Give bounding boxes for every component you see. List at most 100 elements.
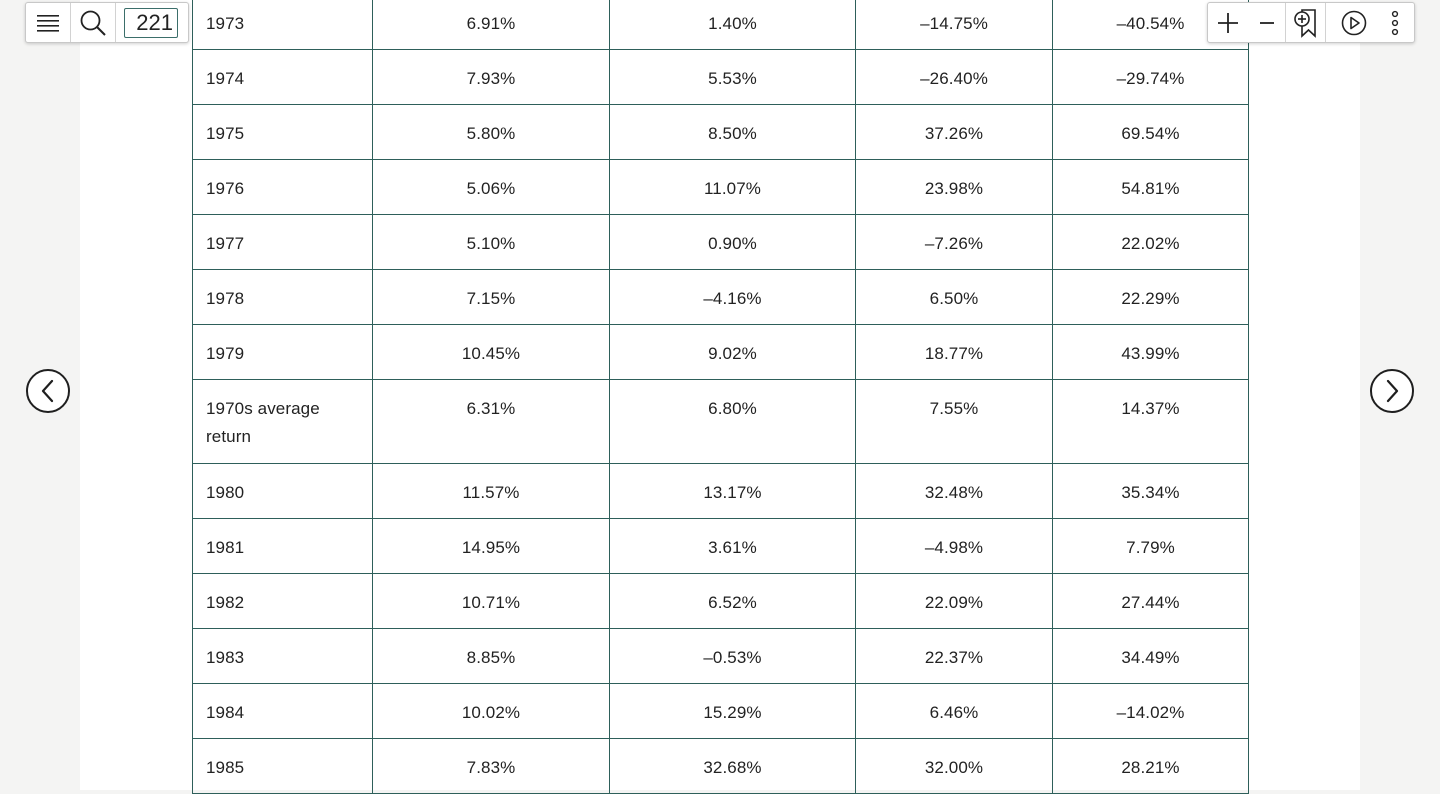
year-cell: 1985 bbox=[192, 738, 373, 794]
plus-icon bbox=[1218, 12, 1238, 33]
play-circle-icon bbox=[1341, 10, 1367, 35]
value-cell: 8.50% bbox=[609, 104, 856, 160]
value-cell: 7.79% bbox=[1052, 518, 1249, 574]
value-cell: 37.26% bbox=[855, 104, 1053, 160]
value-cell: 7.15% bbox=[372, 269, 610, 325]
value-cell: –4.98% bbox=[855, 518, 1053, 574]
value-cell: –29.74% bbox=[1052, 49, 1249, 105]
table-row: 1981 14.95% 3.61% –4.98% 7.79% bbox=[192, 518, 1249, 574]
year-cell: 1977 bbox=[192, 214, 373, 270]
value-cell: 10.71% bbox=[372, 573, 610, 629]
hamburger-menu-icon bbox=[37, 14, 59, 32]
table-row: 1975 5.80% 8.50% 37.26% 69.54% bbox=[192, 104, 1249, 160]
table-row: 1977 5.10% 0.90% –7.26% 22.02% bbox=[192, 214, 1249, 270]
document-page: 1973 6.91% 1.40% –14.75% –40.54% 1974 7.… bbox=[80, 0, 1360, 794]
table-row: 1974 7.93% 5.53% –26.40% –29.74% bbox=[192, 49, 1249, 105]
value-cell: 5.80% bbox=[372, 104, 610, 160]
value-cell: 23.98% bbox=[855, 159, 1053, 215]
more-options-button[interactable] bbox=[1382, 3, 1408, 42]
table-row: 1983 8.85% –0.53% 22.37% 34.49% bbox=[192, 628, 1249, 684]
table-row: 1978 7.15% –4.16% 6.50% 22.29% bbox=[192, 269, 1249, 325]
year-cell: 1979 bbox=[192, 324, 373, 380]
chevron-right-circle-icon bbox=[1386, 379, 1399, 403]
year-cell: 1970s average return bbox=[192, 379, 373, 464]
value-cell: 11.57% bbox=[372, 463, 610, 519]
value-cell: 35.34% bbox=[1052, 463, 1249, 519]
value-cell: 54.81% bbox=[1052, 159, 1249, 215]
value-cell: –7.26% bbox=[855, 214, 1053, 270]
value-cell: 43.99% bbox=[1052, 324, 1249, 380]
value-cell: 22.02% bbox=[1052, 214, 1249, 270]
value-cell: 22.09% bbox=[855, 573, 1053, 629]
table-row-average: 1970s average return 6.31% 6.80% 7.55% 1… bbox=[192, 379, 1249, 464]
value-cell: 27.44% bbox=[1052, 573, 1249, 629]
value-cell: –4.16% bbox=[609, 269, 856, 325]
value-cell: 10.02% bbox=[372, 683, 610, 739]
value-cell: 0.90% bbox=[609, 214, 856, 270]
value-cell: 32.00% bbox=[855, 738, 1053, 794]
value-cell: 3.61% bbox=[609, 518, 856, 574]
value-cell: 6.31% bbox=[372, 379, 610, 464]
value-cell: 5.10% bbox=[372, 214, 610, 270]
value-cell: 15.29% bbox=[609, 683, 856, 739]
value-cell: 7.55% bbox=[855, 379, 1053, 464]
year-cell: 1980 bbox=[192, 463, 373, 519]
value-cell: –26.40% bbox=[855, 49, 1053, 105]
value-cell: –14.02% bbox=[1052, 683, 1249, 739]
value-cell: 6.52% bbox=[609, 573, 856, 629]
value-cell: 22.29% bbox=[1052, 269, 1249, 325]
year-cell: 1974 bbox=[192, 49, 373, 105]
value-cell: 11.07% bbox=[609, 159, 856, 215]
value-cell: –14.75% bbox=[855, 0, 1053, 50]
minus-icon bbox=[1259, 21, 1274, 24]
zoom-in-button[interactable] bbox=[1208, 3, 1248, 42]
table-row: 1976 5.06% 11.07% 23.98% 54.81% bbox=[192, 159, 1249, 215]
table-row: 1973 6.91% 1.40% –14.75% –40.54% bbox=[192, 0, 1249, 50]
previous-page-button[interactable] bbox=[26, 369, 70, 413]
year-cell: 1982 bbox=[192, 573, 373, 629]
toolbar-right bbox=[1207, 2, 1415, 43]
value-cell: 7.83% bbox=[372, 738, 610, 794]
value-cell: 69.54% bbox=[1052, 104, 1249, 160]
vertical-dots-icon bbox=[1391, 10, 1399, 35]
value-cell: 1.40% bbox=[609, 0, 856, 50]
value-cell: –0.53% bbox=[609, 628, 856, 684]
returns-table-body: 1973 6.91% 1.40% –14.75% –40.54% 1974 7.… bbox=[192, 0, 1249, 794]
chevron-left-circle-icon bbox=[41, 379, 54, 403]
value-cell: 14.95% bbox=[372, 518, 610, 574]
value-cell: 5.53% bbox=[609, 49, 856, 105]
toolbar-left bbox=[25, 2, 189, 43]
year-cell: 1983 bbox=[192, 628, 373, 684]
value-cell: 6.50% bbox=[855, 269, 1053, 325]
year-cell: 1975 bbox=[192, 104, 373, 160]
value-cell: 14.37% bbox=[1052, 379, 1249, 464]
returns-table: 1973 6.91% 1.40% –14.75% –40.54% 1974 7.… bbox=[192, 0, 1249, 794]
value-cell: 32.68% bbox=[609, 738, 856, 794]
play-button[interactable] bbox=[1326, 3, 1382, 42]
value-cell: 9.02% bbox=[609, 324, 856, 380]
value-cell: 10.45% bbox=[372, 324, 610, 380]
table-row: 1984 10.02% 15.29% 6.46% –14.02% bbox=[192, 683, 1249, 739]
year-cell: 1978 bbox=[192, 269, 373, 325]
value-cell: 6.46% bbox=[855, 683, 1053, 739]
value-cell: 22.37% bbox=[855, 628, 1053, 684]
table-row: 1982 10.71% 6.52% 22.09% 27.44% bbox=[192, 573, 1249, 629]
value-cell: 34.49% bbox=[1052, 628, 1249, 684]
value-cell: 13.17% bbox=[609, 463, 856, 519]
value-cell: 6.80% bbox=[609, 379, 856, 464]
page-number-input[interactable] bbox=[124, 7, 178, 38]
search-button[interactable] bbox=[71, 3, 116, 42]
year-cell: 1981 bbox=[192, 518, 373, 574]
zoom-out-button[interactable] bbox=[1248, 3, 1286, 42]
value-cell: 7.93% bbox=[372, 49, 610, 105]
bookmark-add-icon bbox=[1293, 8, 1316, 38]
table-row: 1979 10.45% 9.02% 18.77% 43.99% bbox=[192, 324, 1249, 380]
value-cell: 8.85% bbox=[372, 628, 610, 684]
value-cell: 28.21% bbox=[1052, 738, 1249, 794]
value-cell: 32.48% bbox=[855, 463, 1053, 519]
next-page-button[interactable] bbox=[1370, 369, 1414, 413]
value-cell: 5.06% bbox=[372, 159, 610, 215]
table-row: 1980 11.57% 13.17% 32.48% 35.34% bbox=[192, 463, 1249, 519]
menu-button[interactable] bbox=[26, 3, 71, 42]
add-bookmark-button[interactable] bbox=[1286, 3, 1326, 42]
